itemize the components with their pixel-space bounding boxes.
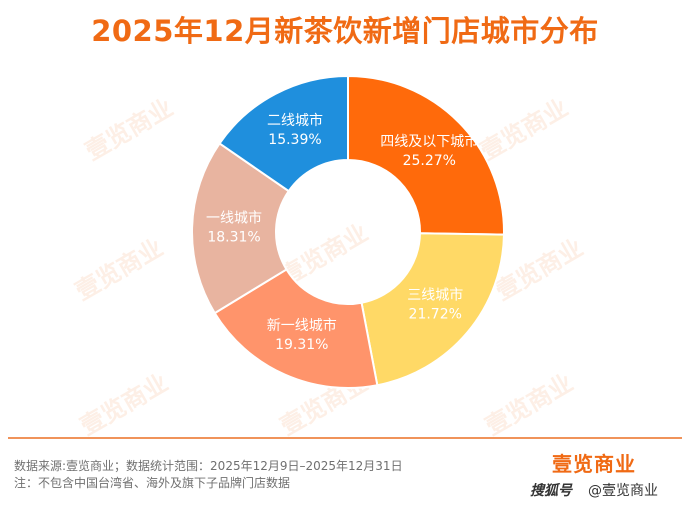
donut-slice [360, 232, 505, 387]
slice-value-label: 15.39% [268, 132, 321, 148]
slice-category-label: 一线城市 [206, 210, 262, 227]
slice-category-label: 三线城市 [407, 286, 463, 303]
slice-category-label: 新一线城市 [267, 317, 337, 334]
slice-value-label: 25.27% [403, 153, 456, 169]
donut-slice [191, 142, 291, 315]
footer-note: 注：不包含中国台湾省、海外及旗下子品牌门店数据 [14, 476, 291, 490]
donut-slice [213, 268, 379, 389]
slice-value-label: 18.31% [207, 230, 260, 246]
donut-chart: 四线及以下城市 25.27% 三线城市 21.72% 新一线城市 19.31% 一线城市 18… [191, 74, 505, 389]
donut-slice [218, 74, 349, 193]
brand-logo: 壹览商业 [552, 452, 636, 476]
chart-title: 2025年12月新茶饮新增门店城市分布 [91, 14, 599, 48]
footer-source: 数据来源:壹览商业；数据统计范围：2025年12月9日–2025年12月31日 [14, 459, 403, 473]
author-credit: @壹览商业 [588, 483, 658, 499]
slice-value-label: 19.31% [275, 337, 328, 353]
slice-category-label: 二线城市 [267, 112, 323, 129]
donut-slice [347, 74, 505, 236]
footer-divider [8, 437, 682, 439]
chart-area: 壹览商业 壹览商业 壹览商业 壹览商业 壹览商业 壹览商业 壹览商业 壹览商业 … [71, 74, 588, 441]
slice-category-label: 四线及以下城市 [380, 133, 478, 150]
slice-value-label: 21.72% [409, 306, 462, 322]
sohu-logo: 搜狐号 [530, 483, 572, 499]
